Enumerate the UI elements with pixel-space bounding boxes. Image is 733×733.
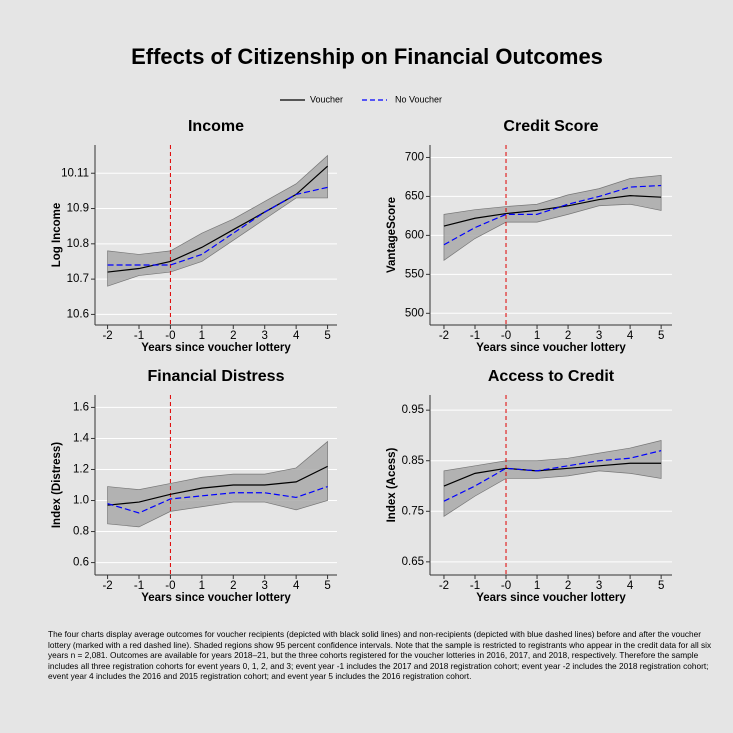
- y-axis-label: Log Income: [51, 203, 63, 268]
- panel-title: Financial Distress: [148, 368, 285, 385]
- y-tick-label: 0.95: [402, 404, 424, 416]
- y-tick-label: 0.6: [73, 557, 89, 569]
- x-tick-label: -1: [134, 330, 144, 342]
- x-tick-label: 1: [534, 330, 540, 342]
- x-axis-label: Years since voucher lottery: [141, 342, 291, 354]
- y-tick-label: 1.2: [73, 464, 89, 476]
- x-tick-label: 1: [199, 330, 205, 342]
- confidence-band: [107, 154, 328, 287]
- y-axis-label: VantageScore: [386, 197, 398, 273]
- x-tick-label: 4: [627, 330, 634, 342]
- y-tick-label: 10.11: [61, 167, 89, 179]
- y-tick-label: 1.6: [73, 401, 89, 413]
- x-tick-label: 1: [199, 580, 205, 592]
- x-tick-label: 2: [230, 580, 236, 592]
- y-tick-label: 650: [405, 190, 424, 202]
- x-axis-label: Years since voucher lottery: [141, 592, 291, 604]
- confidence-band: [107, 440, 328, 528]
- legend-label: Voucher: [310, 94, 343, 104]
- y-tick-label: 500: [405, 307, 424, 319]
- x-tick-label: 2: [565, 330, 571, 342]
- x-tick-label: 5: [324, 580, 330, 592]
- series-line: [107, 465, 328, 506]
- x-tick-label: 2: [565, 580, 571, 592]
- x-tick-label: 4: [293, 580, 300, 592]
- figure-note: The four charts display average outcomes…: [48, 629, 712, 682]
- y-axis-label: Index (Distress): [51, 442, 63, 528]
- y-tick-label: 700: [405, 151, 424, 163]
- x-tick-label: 5: [658, 330, 664, 342]
- x-tick-label: 4: [627, 580, 634, 592]
- figure-title: Effects of Citizenship on Financial Outc…: [131, 44, 603, 69]
- series-line: [443, 462, 662, 487]
- panel-title: Access to Credit: [488, 368, 615, 385]
- y-tick-label: 0.85: [402, 455, 424, 467]
- y-tick-label: 10.6: [67, 308, 89, 320]
- legend-label: No Voucher: [395, 94, 442, 104]
- x-tick-label: 5: [324, 330, 330, 342]
- x-tick-label: -0: [501, 580, 511, 592]
- series-line: [443, 450, 662, 502]
- y-tick-label: 0.8: [73, 526, 89, 538]
- x-tick-label: -2: [102, 330, 112, 342]
- x-tick-label: 1: [534, 580, 540, 592]
- y-tick-label: 600: [405, 229, 424, 241]
- x-tick-label: -1: [134, 580, 144, 592]
- x-axis-label: Years since voucher lottery: [476, 592, 626, 604]
- x-tick-label: 4: [293, 330, 300, 342]
- series-line: [443, 184, 662, 246]
- y-tick-label: 1.4: [73, 432, 90, 444]
- x-tick-label: 3: [262, 580, 268, 592]
- x-tick-label: 3: [596, 330, 602, 342]
- y-axis-label: Index (Acess): [386, 447, 398, 522]
- y-tick-label: 10.7: [67, 273, 89, 285]
- x-tick-label: -0: [165, 580, 175, 592]
- y-tick-label: 550: [405, 268, 424, 280]
- x-tick-label: -1: [470, 580, 480, 592]
- y-tick-label: 0.65: [402, 556, 424, 568]
- x-axis-label: Years since voucher lottery: [476, 342, 626, 354]
- x-tick-label: 5: [658, 580, 664, 592]
- y-tick-label: 10.9: [67, 203, 89, 215]
- y-tick-label: 1.0: [73, 495, 89, 507]
- x-tick-label: -0: [165, 330, 175, 342]
- panel-title: Credit Score: [503, 118, 598, 135]
- confidence-band: [443, 175, 662, 261]
- panel-title: Income: [188, 118, 244, 135]
- series-line: [107, 186, 328, 266]
- x-tick-label: 3: [262, 330, 268, 342]
- series-line: [107, 485, 328, 514]
- x-tick-label: 3: [596, 580, 602, 592]
- x-tick-label: 2: [230, 330, 236, 342]
- x-tick-label: -2: [439, 580, 449, 592]
- x-tick-label: -1: [470, 330, 480, 342]
- confidence-band: [443, 440, 662, 517]
- y-tick-label: 0.75: [402, 505, 424, 517]
- x-tick-label: -2: [439, 330, 449, 342]
- y-tick-label: 10.8: [67, 238, 89, 250]
- x-tick-label: -2: [102, 580, 112, 592]
- series-line: [443, 195, 662, 227]
- x-tick-label: -0: [501, 330, 511, 342]
